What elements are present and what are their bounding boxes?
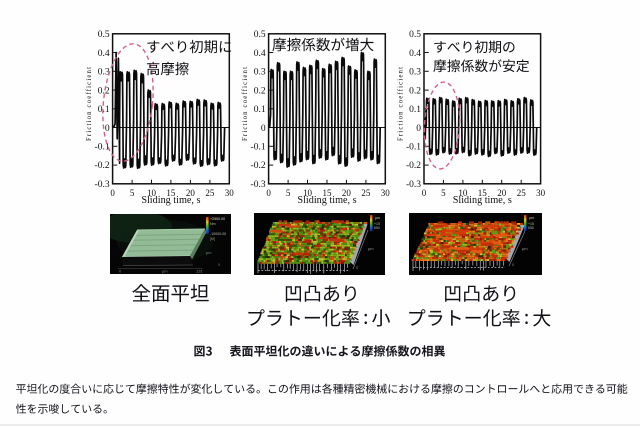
- svg-text:0.3: 0.3: [409, 68, 421, 78]
- svg-text:µm: µm: [375, 216, 380, 220]
- svg-text:0.4: 0.4: [409, 49, 421, 59]
- svg-text:0.5: 0.5: [409, 30, 421, 40]
- svg-text:20: 20: [497, 188, 507, 198]
- svg-text:µm: µm: [162, 269, 168, 274]
- svg-text:650: 650: [528, 226, 534, 230]
- svg-text:0: 0: [218, 262, 221, 267]
- svg-text:0.1: 0.1: [409, 105, 421, 115]
- svg-text:20: 20: [186, 188, 196, 198]
- svg-text:0.3: 0.3: [98, 68, 110, 78]
- svg-text:+15: +15: [528, 222, 534, 226]
- svg-text:0: 0: [119, 269, 122, 274]
- svg-text:-0.2: -0.2: [251, 161, 266, 171]
- svg-text:Sliding time, s: Sliding time, s: [453, 195, 512, 206]
- svg-text:Friction coefficient: Friction coefficient: [398, 67, 405, 141]
- svg-text:10: 10: [147, 188, 157, 198]
- svg-text:[M]: [M]: [210, 237, 215, 241]
- svg-text:-0.3: -0.3: [95, 180, 110, 190]
- svg-text:-0.3: -0.3: [251, 180, 266, 190]
- svg-text:Sliding time, s: Sliding time, s: [297, 195, 356, 206]
- svg-text:Sliding time, s: Sliding time, s: [141, 195, 200, 206]
- svg-text:10: 10: [303, 188, 313, 198]
- svg-text:0: 0: [266, 188, 271, 198]
- svg-text:30: 30: [381, 188, 391, 198]
- svg-text:0.1: 0.1: [98, 105, 110, 115]
- svg-text:131: 131: [196, 269, 203, 274]
- svg-text:0: 0: [356, 265, 359, 270]
- svg-text:0.3: 0.3: [254, 68, 266, 78]
- svg-text:-0.2: -0.2: [406, 161, 421, 171]
- svg-text:Friction coefficient: Friction coefficient: [86, 67, 93, 141]
- svg-text:-0.3: -0.3: [406, 180, 421, 190]
- svg-text:0: 0: [110, 188, 115, 198]
- svg-text:30: 30: [536, 188, 546, 198]
- svg-text:+2500.00: +2500.00: [210, 217, 225, 221]
- svg-text:5: 5: [286, 188, 291, 198]
- svg-text:µm: µm: [206, 250, 212, 255]
- svg-text:20: 20: [342, 188, 352, 198]
- svg-text:-10000.00: -10000.00: [210, 232, 226, 236]
- svg-text:µm: µm: [368, 246, 374, 251]
- svg-text:0: 0: [261, 124, 266, 134]
- svg-text:0: 0: [105, 124, 110, 134]
- svg-text:µm: µm: [529, 216, 534, 220]
- svg-text:30: 30: [225, 188, 235, 198]
- svg-text:0.2: 0.2: [98, 86, 110, 96]
- svg-text:25: 25: [361, 188, 371, 198]
- svg-text:650: 650: [374, 226, 380, 230]
- svg-text:0.5: 0.5: [98, 30, 110, 40]
- svg-text:0.5: 0.5: [254, 30, 266, 40]
- svg-text:0.1: 0.1: [254, 105, 266, 115]
- svg-text:5: 5: [130, 188, 135, 198]
- svg-text:5: 5: [441, 188, 446, 198]
- svg-text:µm: µm: [522, 246, 528, 251]
- svg-text:0.2: 0.2: [254, 86, 266, 96]
- svg-text:+15: +15: [374, 222, 380, 226]
- svg-text:0: 0: [416, 124, 421, 134]
- svg-text:Nm: Nm: [210, 222, 216, 226]
- svg-text:Friction coefficient: Friction coefficient: [242, 67, 249, 141]
- svg-text:15: 15: [323, 188, 333, 198]
- svg-text:0: 0: [422, 188, 427, 198]
- svg-text:25: 25: [517, 188, 527, 198]
- svg-text:0.4: 0.4: [98, 49, 110, 59]
- svg-text:-0.1: -0.1: [95, 143, 110, 153]
- svg-text:-0.2: -0.2: [95, 161, 110, 171]
- svg-text:15: 15: [166, 188, 176, 198]
- svg-text:0: 0: [512, 262, 515, 267]
- svg-text:0.2: 0.2: [409, 86, 421, 96]
- svg-text:-0.1: -0.1: [251, 143, 266, 153]
- svg-text:25: 25: [205, 188, 215, 198]
- svg-text:0.4: 0.4: [254, 49, 266, 59]
- svg-text:15: 15: [478, 188, 488, 198]
- svg-text:-0.1: -0.1: [406, 143, 421, 153]
- svg-text:10: 10: [458, 188, 468, 198]
